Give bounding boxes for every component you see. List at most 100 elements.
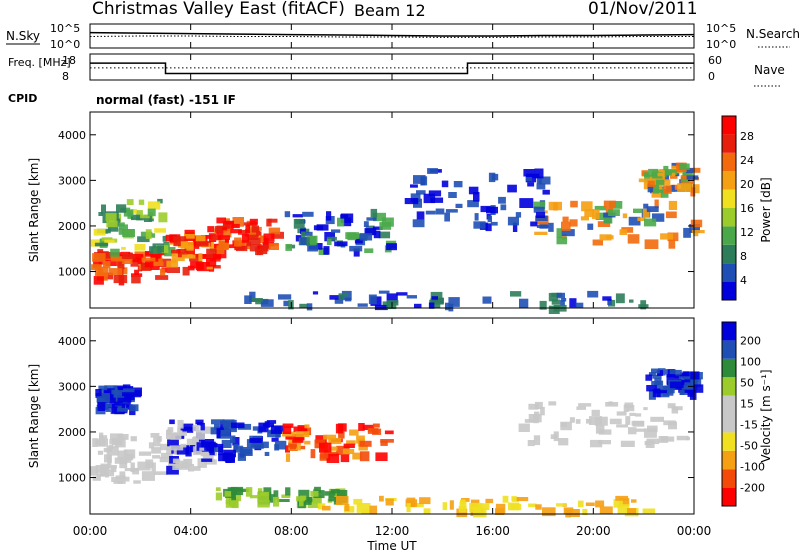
velocity-cell	[647, 425, 658, 433]
velocity-cell	[178, 431, 187, 436]
velocity-cell	[533, 435, 541, 446]
velocity-cell	[123, 449, 136, 459]
power-cell	[117, 261, 125, 269]
power-cell	[542, 189, 550, 195]
velocity-cell	[113, 390, 127, 398]
velocity-cell	[672, 406, 683, 411]
power-cell	[121, 255, 136, 259]
colorbar-segment	[722, 281, 736, 300]
cpid-label: CPID	[8, 92, 37, 105]
velocity-cell	[528, 503, 537, 508]
power-cell	[134, 244, 146, 251]
power-cell	[225, 220, 234, 225]
power-y-axis: 1000 2000 3000 4000	[58, 129, 694, 279]
power-cell	[379, 222, 392, 230]
velocity-cell	[518, 423, 530, 432]
power-cell	[413, 175, 426, 184]
nave-right-label: Nave	[754, 63, 785, 77]
power-cell	[538, 176, 551, 185]
power-cell	[652, 213, 665, 222]
velocity-cell	[170, 432, 182, 440]
velocity-cell	[285, 445, 290, 453]
velocity-cell	[631, 420, 644, 426]
power-cell	[482, 296, 492, 304]
velocity-cell	[295, 431, 310, 438]
power-cell	[386, 293, 398, 304]
frequency-series	[90, 62, 694, 75]
power-cell	[603, 215, 613, 224]
colorbar-segment	[722, 322, 736, 341]
velocity-cell	[129, 404, 139, 412]
velocity-cell	[616, 424, 629, 428]
velocity-cell	[456, 508, 468, 518]
velocity-cell	[180, 443, 187, 448]
velocity-cell	[590, 439, 603, 448]
velocity-cell	[616, 411, 627, 416]
power-cell	[228, 244, 237, 249]
power-cell	[211, 235, 222, 241]
power-cell	[485, 223, 492, 232]
power-cell	[353, 248, 360, 257]
y-tick-label: 4000	[58, 335, 86, 348]
velocity-cell	[317, 503, 326, 510]
velocity-cell	[107, 455, 112, 463]
velocity-cell	[576, 406, 586, 410]
power-cell	[271, 231, 284, 239]
power-cell	[92, 253, 106, 262]
power-cell	[248, 230, 260, 237]
power-ylabel: Slant Range [km]	[27, 158, 41, 262]
power-cell	[628, 216, 641, 226]
velocity-cell	[353, 498, 363, 505]
power-cell	[247, 234, 259, 240]
velocity-cell	[122, 384, 131, 391]
velocity-cell	[324, 491, 336, 496]
power-cell	[410, 184, 418, 188]
y-tick-label: 4000	[58, 129, 86, 142]
colorbar-tick-label: 50	[740, 377, 754, 390]
power-cell	[165, 234, 177, 242]
velocity-cell	[245, 487, 253, 497]
velocity-cell	[222, 419, 235, 427]
power-cell	[498, 196, 506, 204]
power-cell	[210, 265, 221, 269]
power-cell	[455, 203, 463, 208]
colorbar-segment	[722, 226, 736, 245]
power-cell	[536, 176, 542, 184]
power-cell	[370, 208, 378, 218]
velocity-cell	[346, 440, 356, 445]
velocity-cell	[264, 421, 270, 428]
velocity-y-axis: 1000 2000 3000 4000	[58, 335, 694, 485]
colorbar-segment	[722, 116, 736, 135]
power-cell	[116, 204, 127, 213]
power-cell	[386, 243, 397, 251]
power-cell	[164, 247, 176, 257]
velocity-cell	[655, 380, 664, 390]
velocity-cell	[553, 431, 559, 442]
velocity-cell	[200, 422, 205, 431]
velocity-cell	[210, 427, 218, 435]
power-cell	[157, 198, 163, 204]
noise-right-label: N.Search	[746, 27, 800, 41]
power-cell	[150, 265, 160, 270]
power-cell	[686, 175, 699, 180]
power-cell	[340, 214, 348, 219]
velocity-cell	[288, 442, 297, 448]
velocity-cell	[527, 440, 535, 447]
velocity-cell	[192, 437, 197, 446]
power-cell	[643, 172, 649, 177]
power-cell	[173, 236, 187, 242]
power-cell	[153, 261, 164, 266]
velocity-cell	[145, 459, 154, 469]
power-cell	[138, 199, 145, 205]
velocity-cell	[233, 443, 239, 450]
power-cell	[386, 302, 397, 310]
cpid-text: normal (fast) -151 IF	[96, 93, 236, 107]
velocity-cell	[221, 439, 232, 448]
power-cell	[218, 240, 229, 249]
power-cell	[334, 298, 344, 304]
power-cell	[144, 260, 154, 268]
velocity-cell	[533, 414, 539, 424]
power-cell	[597, 221, 611, 227]
velocity-cell	[195, 430, 205, 440]
velocity-cell	[141, 471, 155, 481]
